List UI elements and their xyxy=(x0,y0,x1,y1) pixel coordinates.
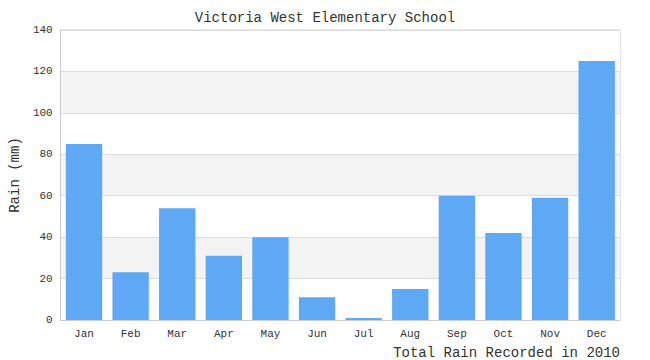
svg-text:80: 80 xyxy=(40,148,53,160)
svg-text:Mar: Mar xyxy=(167,328,187,340)
svg-text:140: 140 xyxy=(33,24,53,36)
svg-text:Dec: Dec xyxy=(587,328,607,340)
svg-text:Jun: Jun xyxy=(307,328,327,340)
svg-text:Sep: Sep xyxy=(447,328,467,340)
svg-text:40: 40 xyxy=(40,231,53,243)
svg-text:Total Rain Recorded in 2010: Total Rain Recorded in 2010 xyxy=(393,345,620,360)
svg-text:Jul: Jul xyxy=(354,328,374,340)
svg-text:Victoria West Elementary Schoo: Victoria West Elementary School xyxy=(195,10,455,26)
svg-text:100: 100 xyxy=(33,107,53,119)
svg-text:Apr: Apr xyxy=(214,328,234,340)
svg-text:Aug: Aug xyxy=(400,328,420,340)
svg-text:Nov: Nov xyxy=(540,328,560,340)
svg-text:Feb: Feb xyxy=(121,328,141,340)
svg-text:20: 20 xyxy=(40,273,53,285)
svg-text:Rain (mm): Rain (mm) xyxy=(7,137,23,213)
svg-text:0: 0 xyxy=(46,314,53,326)
svg-text:120: 120 xyxy=(33,65,53,77)
svg-text:Oct: Oct xyxy=(494,328,514,340)
svg-text:Jan: Jan xyxy=(74,328,94,340)
svg-text:60: 60 xyxy=(40,190,53,202)
svg-text:May: May xyxy=(261,328,281,340)
